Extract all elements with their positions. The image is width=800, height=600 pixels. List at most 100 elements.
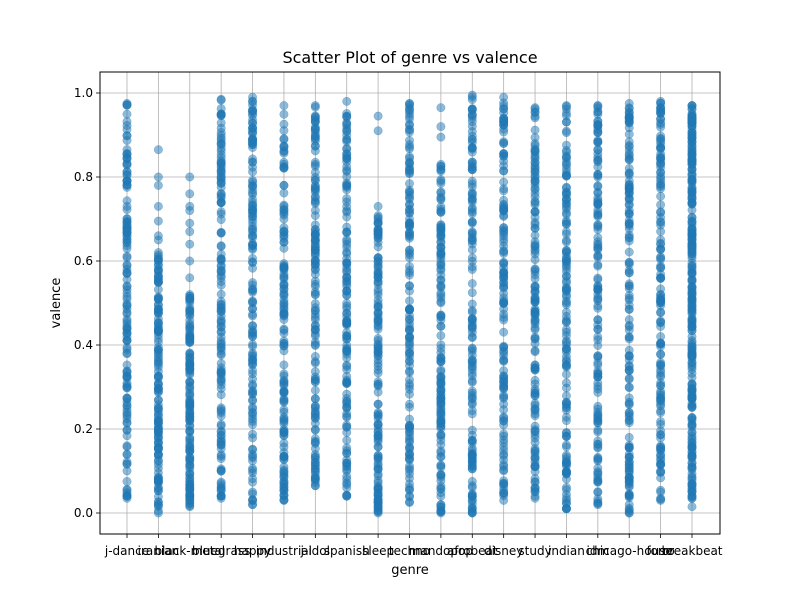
data-point — [216, 375, 226, 385]
data-point — [405, 349, 414, 359]
data-point — [216, 327, 226, 337]
data-point — [624, 284, 634, 294]
y-tick-label: 0.8 — [74, 170, 93, 184]
data-point — [436, 159, 446, 169]
data-point — [216, 178, 226, 188]
data-point — [405, 326, 414, 336]
data-point — [499, 166, 509, 176]
data-point — [373, 242, 383, 252]
data-point — [122, 418, 132, 428]
data-point — [593, 366, 603, 376]
data-point — [656, 274, 666, 284]
data-point — [153, 294, 163, 304]
data-point — [436, 357, 446, 367]
data-point — [436, 187, 446, 197]
data-point — [687, 297, 697, 306]
data-point — [279, 324, 289, 334]
data-point — [405, 190, 414, 200]
outlier-point — [624, 382, 634, 392]
data-point — [499, 479, 509, 489]
data-point — [405, 136, 414, 145]
outlier-point — [248, 487, 258, 497]
data-point — [310, 101, 320, 111]
series-afrobeat — [467, 90, 477, 518]
series-study — [530, 103, 540, 503]
data-point — [310, 111, 320, 121]
x-axis: j-danceiranianblack-metalbluegrasshappyi… — [104, 534, 723, 558]
data-point — [122, 431, 132, 441]
data-point — [593, 294, 603, 304]
data-point — [405, 250, 414, 260]
outlier-point — [122, 466, 132, 476]
data-point — [656, 217, 666, 227]
series-j-dance — [122, 99, 132, 503]
data-point — [687, 275, 697, 285]
outlier-point — [185, 256, 195, 266]
data-point — [122, 382, 132, 392]
data-point — [624, 170, 634, 180]
data-point — [248, 331, 258, 341]
data-point — [656, 350, 666, 359]
outlier-point — [153, 172, 163, 182]
data-point — [405, 469, 414, 479]
data-point — [216, 118, 226, 128]
data-point — [467, 299, 477, 309]
data-point — [530, 125, 540, 135]
x-tick-label: idm — [587, 544, 610, 558]
data-point — [248, 190, 258, 199]
data-point — [499, 431, 509, 441]
x-axis-label: genre — [391, 563, 429, 578]
data-point — [530, 446, 540, 456]
data-point — [248, 240, 258, 250]
data-point — [185, 454, 195, 464]
data-point — [436, 265, 446, 275]
data-point — [310, 374, 320, 384]
data-point — [310, 358, 320, 368]
data-point — [656, 254, 666, 264]
data-point — [216, 350, 226, 360]
data-point — [499, 241, 509, 251]
outlier-point — [436, 500, 446, 510]
data-point — [405, 498, 414, 507]
data-point — [656, 430, 666, 440]
data-point — [467, 307, 477, 317]
data-point — [436, 275, 446, 285]
data-point — [373, 309, 383, 319]
data-point — [279, 495, 289, 505]
data-point — [248, 408, 258, 418]
data-point — [530, 462, 540, 472]
data-point — [373, 476, 383, 485]
data-point — [530, 379, 540, 389]
outlier-point — [185, 206, 195, 216]
data-point — [122, 180, 132, 190]
data-point — [624, 332, 634, 342]
data-point — [436, 435, 446, 445]
data-point — [185, 473, 195, 483]
data-point — [248, 304, 258, 314]
data-point — [373, 218, 383, 228]
data-point — [248, 221, 258, 231]
data-point — [687, 128, 697, 138]
x-tick-label: chicago-house — [586, 544, 673, 558]
data-point — [342, 263, 352, 273]
data-point — [153, 442, 163, 452]
data-point — [216, 390, 226, 400]
data-point — [530, 270, 540, 280]
data-point — [656, 368, 666, 378]
data-point — [279, 396, 289, 406]
data-point — [561, 128, 571, 138]
outlier-point — [656, 466, 666, 476]
data-point — [373, 201, 383, 211]
data-point — [593, 407, 603, 417]
data-point — [216, 94, 226, 104]
data-point — [561, 290, 571, 300]
outlier-point — [185, 239, 195, 249]
data-point — [561, 347, 571, 357]
data-point — [656, 318, 666, 328]
data-point — [122, 131, 132, 141]
data-point — [561, 440, 571, 450]
data-point — [561, 271, 571, 281]
data-point — [279, 452, 289, 462]
data-point — [122, 167, 132, 177]
data-point — [467, 344, 477, 354]
